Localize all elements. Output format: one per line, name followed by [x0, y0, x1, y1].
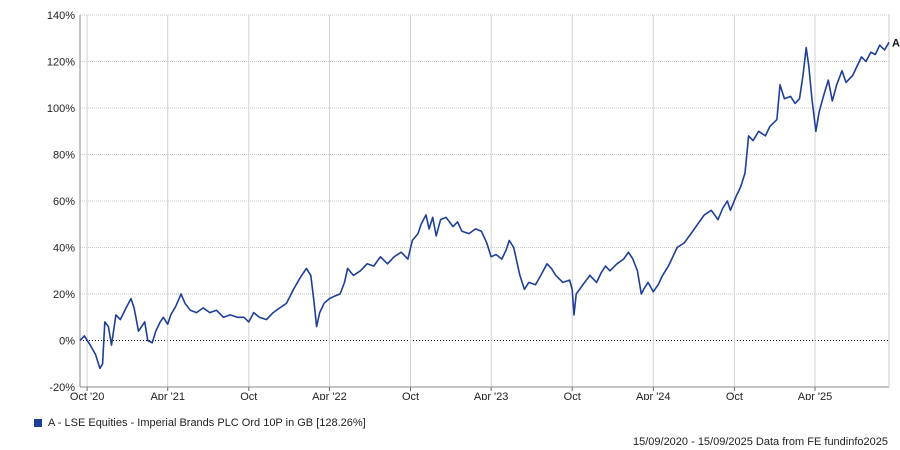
axis-layer: -20% 0% 20% 40% 60% 80% 100% 120% 140% Oct '20 Apr…	[47, 10, 890, 400]
x-tick-label: Oct	[726, 391, 743, 400]
y-tick-label: 0%	[59, 336, 75, 348]
legend-swatch	[34, 419, 42, 427]
y-tick-label: 100%	[47, 103, 75, 115]
series-end-label: A	[892, 37, 900, 49]
chart-legend: A - LSE Equities - Imperial Brands PLC O…	[34, 417, 366, 429]
x-tick-label: Oct	[564, 391, 581, 400]
x-tick-label: Apr '22	[312, 391, 347, 400]
y-tick-label: 40%	[53, 243, 75, 255]
x-tick-label: Oct	[240, 391, 257, 400]
y-tick-label: 80%	[53, 150, 75, 162]
date-range-footer: 15/09/2020 - 15/09/2025 Data from FE fun…	[632, 436, 888, 448]
y-tick-label: 20%	[53, 289, 75, 301]
grid-layer	[80, 14, 889, 387]
x-tick-label: Apr '24	[636, 391, 671, 400]
y-tick-label: 140%	[47, 10, 75, 22]
series-line	[79, 41, 890, 370]
x-tick-label: Apr '25	[798, 391, 833, 400]
x-tick-label: Apr '21	[150, 391, 185, 400]
x-tick-label: Apr '23	[474, 391, 509, 400]
price-performance-chart: -20% 0% 20% 40% 60% 80% 100% 120% 140% Oct '20 Apr…	[47, 10, 900, 400]
legend-label: A - LSE Equities - Imperial Brands PLC O…	[48, 417, 366, 429]
y-tick-label: 120%	[47, 57, 75, 69]
y-tick-label: 60%	[53, 196, 75, 208]
x-tick-label: Oct '20	[70, 391, 105, 400]
y-tick-label: -20%	[49, 382, 75, 394]
series-layer: A	[79, 37, 900, 370]
x-tick-label: Oct	[402, 391, 419, 400]
